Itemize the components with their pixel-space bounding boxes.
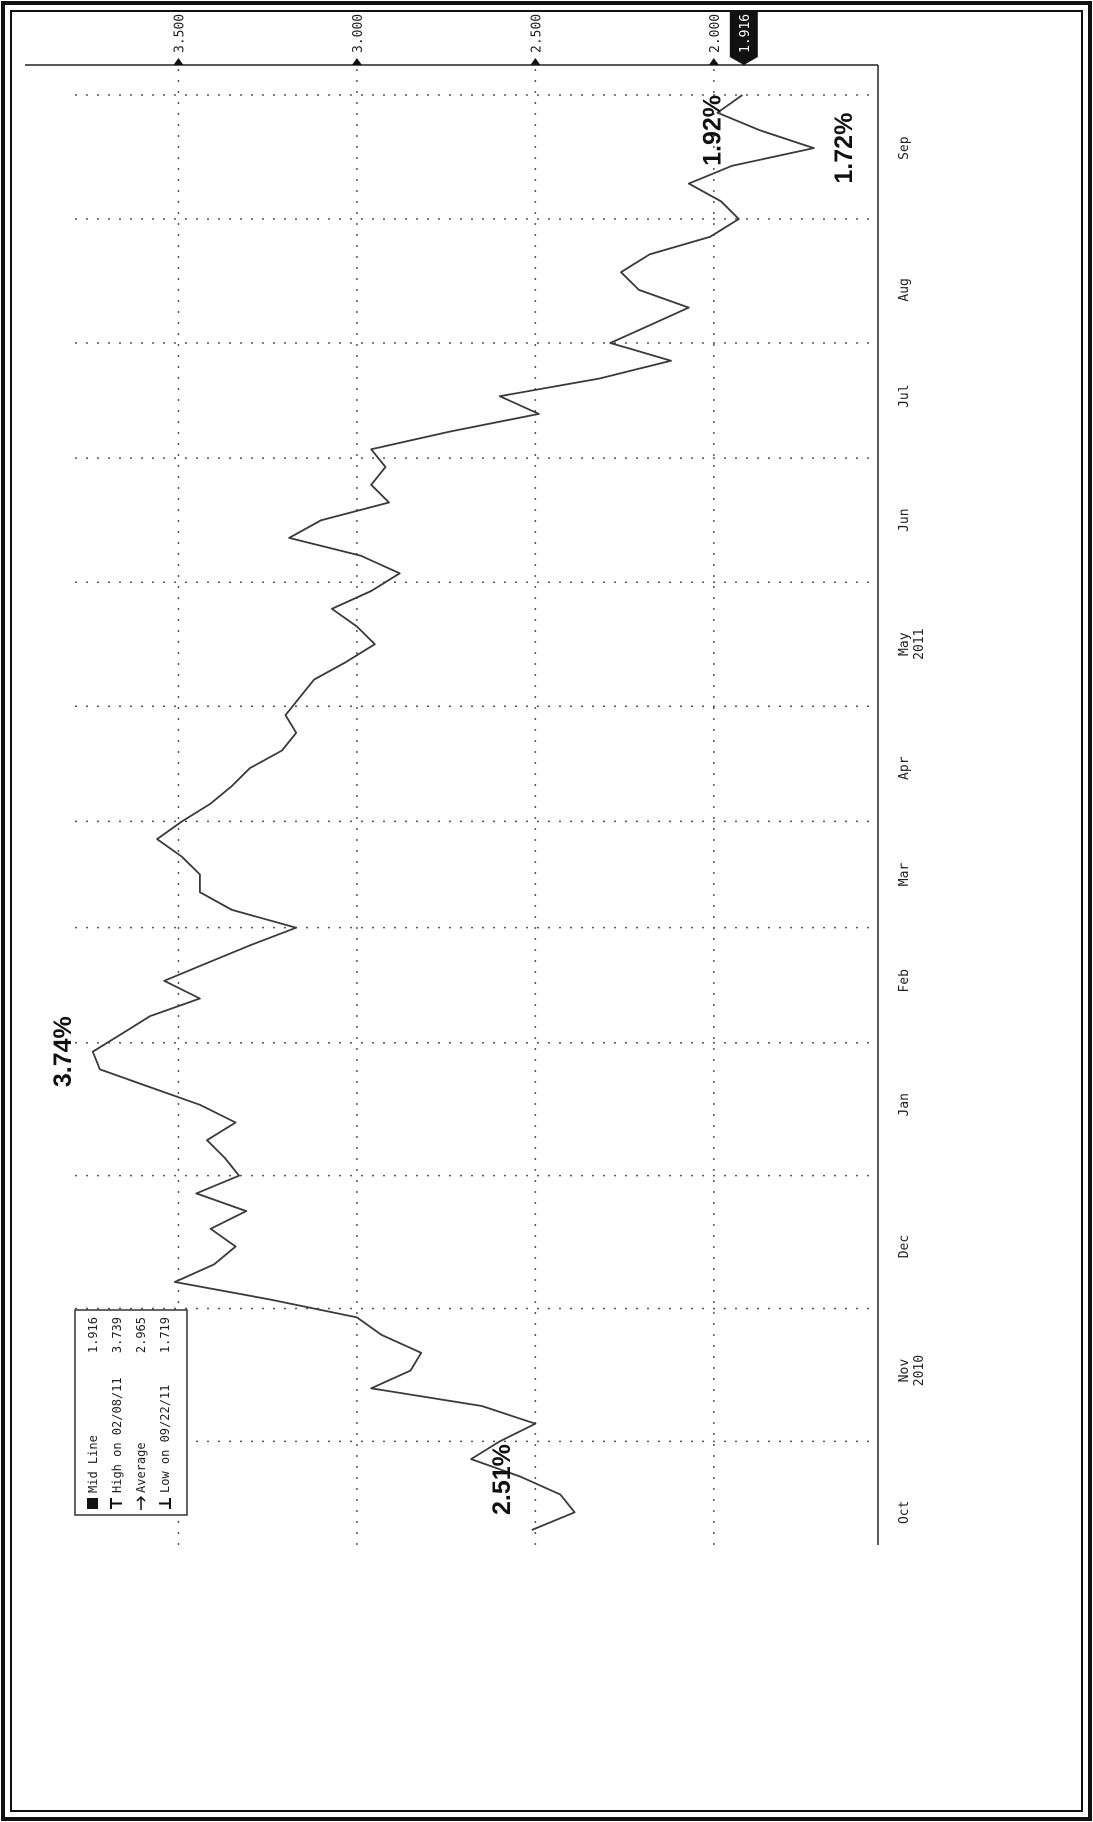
x-tick-label: Jun: [897, 508, 912, 531]
tick-mark: [708, 58, 719, 65]
x-year-label: 2011: [912, 629, 927, 660]
x-tick-label: Oct: [897, 1501, 912, 1524]
last-value-label: 1.916: [738, 14, 753, 53]
value-label: 1.92%: [698, 95, 726, 166]
legend-label: Average: [134, 1442, 148, 1493]
legend-icon: [159, 1498, 171, 1509]
tick-mark: [173, 58, 184, 65]
legend-icon: [110, 1498, 122, 1509]
x-tick-label: May: [897, 632, 912, 656]
legend-value: 3.739: [110, 1317, 124, 1353]
value-label: 2.51%: [488, 1444, 516, 1515]
value-label: 3.74%: [49, 1016, 77, 1087]
legend-label: Low on 09/22/11: [158, 1385, 172, 1493]
y-tick-label: 2.500: [529, 14, 544, 53]
rotated-chart: 2.000 2.500 3.000 3.500 Oct Nov Dec Jan Feb Mar Ap…: [25, 10, 927, 1545]
x-tick-label: Dec: [897, 1235, 912, 1258]
legend-box: [74, 1309, 188, 1516]
legend-label: High on 02/08/11: [110, 1377, 124, 1493]
x-tick-label: Aug: [897, 278, 912, 301]
value-label: 1.72%: [830, 113, 858, 184]
legend-icon: [87, 1498, 98, 1509]
inner-frame: [10, 10, 1083, 1812]
y-tick-label: 2.000: [708, 14, 723, 53]
x-tick-label: Feb: [897, 969, 912, 993]
legend-label: Mid Line: [86, 1435, 100, 1493]
x-tick-label: Jul: [897, 384, 912, 407]
y-tick-label: 3.000: [351, 14, 366, 53]
tick-mark: [530, 58, 541, 65]
last-value-tag: [729, 10, 758, 65]
legend-icon: [136, 1495, 146, 1510]
x-tick-label: Sep: [897, 136, 912, 160]
y-tick-label: 3.500: [172, 14, 187, 53]
tick-mark: [351, 58, 362, 65]
x-tick-label: Apr: [897, 756, 912, 780]
legend-value: 2.965: [134, 1317, 148, 1353]
data-line: [91, 94, 815, 1531]
x-tick-label: Nov: [897, 1359, 912, 1383]
x-tick-label: Jan: [897, 1093, 912, 1116]
x-year-label: 2010: [912, 1355, 927, 1386]
x-tick-label: Mar: [897, 863, 912, 887]
legend-value: 1.719: [158, 1317, 172, 1353]
legend-value: 1.916: [86, 1317, 100, 1353]
